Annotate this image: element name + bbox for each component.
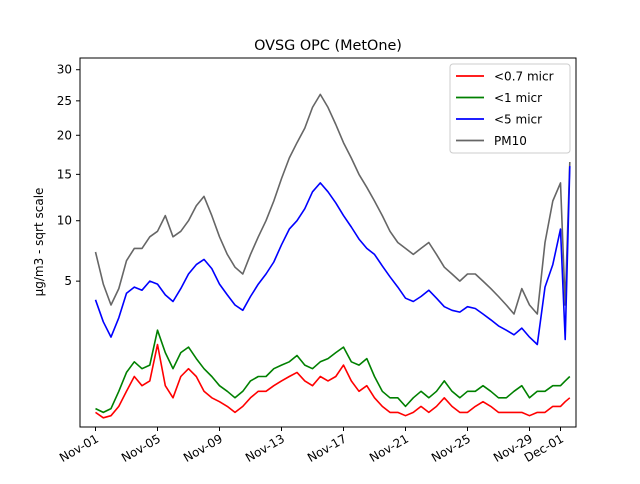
y-tick-label: 10 [57, 214, 72, 228]
y-tick-label: 30 [57, 63, 72, 77]
series-line-1 [95, 329, 571, 414]
legend-label: <1 micr [494, 91, 542, 105]
y-tick-label: 15 [57, 167, 72, 181]
series-lines [94, 93, 571, 419]
legend: <0.7 micr <1 micr <5 micr PM10 [449, 63, 571, 154]
legend-label: <0.7 micr [494, 70, 554, 84]
y-tick-label: 20 [57, 128, 72, 142]
legend-box [449, 63, 571, 154]
chart-title: OVSG OPC (MetOne) [254, 38, 402, 54]
y-axis: 5 10 15 20 25 30 [57, 63, 80, 288]
y-axis-label: µg/m3 - sqrt scale [32, 188, 46, 297]
legend-label: PM10 [494, 134, 527, 148]
legend-label: <5 micr [494, 113, 542, 127]
plot-frame [79, 57, 577, 428]
series-line-2 [94, 166, 571, 346]
series-line-3 [94, 93, 571, 315]
y-tick-label: 25 [57, 94, 72, 108]
y-tick-label: 5 [64, 274, 72, 288]
series-line-0 [95, 343, 571, 419]
